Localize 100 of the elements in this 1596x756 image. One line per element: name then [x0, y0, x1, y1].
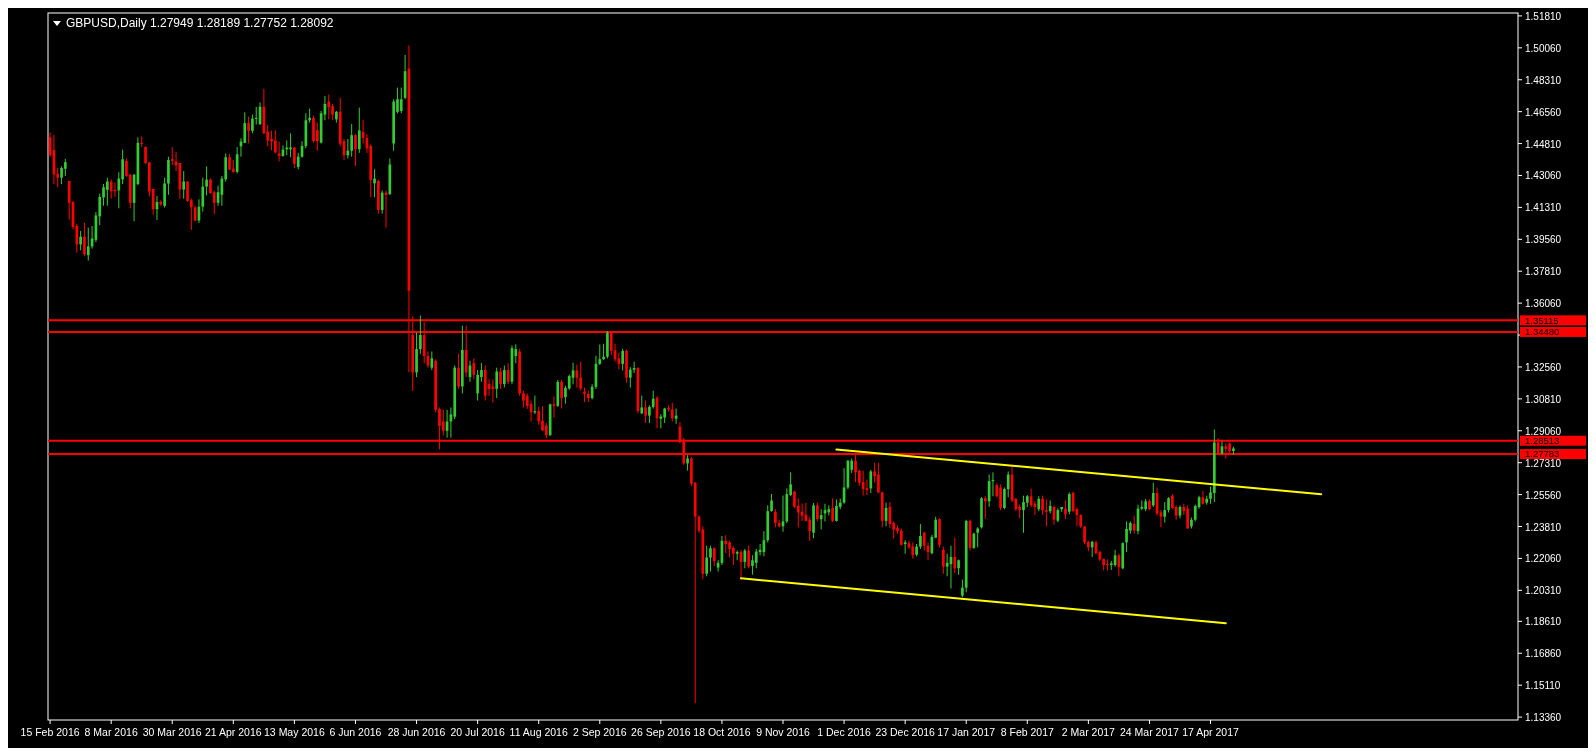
- x-tick-label: 15 Feb 2016: [20, 726, 80, 738]
- y-tick-label: 1.44810: [1525, 138, 1562, 150]
- candlestick: [754, 548, 758, 569]
- x-tick-label: 8 Mar 2016: [84, 726, 138, 738]
- candlestick: [312, 115, 315, 144]
- x-tick-label: 28 Jun 2016: [387, 726, 446, 738]
- candlestick: [621, 348, 625, 371]
- candlestick: [941, 546, 945, 575]
- candlestick: [628, 366, 632, 389]
- candlestick: [712, 546, 716, 567]
- candlestick: [503, 365, 506, 388]
- candlestick: [357, 107, 361, 154]
- y-tick-label: 1.23810: [1525, 521, 1562, 533]
- candlestick: [109, 178, 113, 200]
- candlestick: [167, 156, 170, 196]
- y-tick-label: 1.46560: [1525, 106, 1562, 118]
- candlestick: [419, 315, 422, 355]
- candlestick: [1186, 504, 1189, 530]
- candlestick: [270, 130, 273, 151]
- candlestick: [499, 367, 502, 390]
- candlestick: [399, 87, 403, 114]
- ref-line-label: 1.34480: [1525, 326, 1560, 338]
- x-tick-label: 20 Jul 2016: [450, 726, 505, 738]
- candlestick: [1003, 486, 1006, 510]
- candlestick: [709, 545, 712, 573]
- y-tick-label: 1.18610: [1525, 616, 1562, 628]
- y-tick-label: 1.27310: [1525, 457, 1562, 469]
- x-tick-label: 13 May 2016: [264, 726, 325, 738]
- candlestick: [953, 537, 957, 574]
- y-tick-label: 1.37810: [1525, 266, 1562, 278]
- candlestick: [251, 114, 254, 134]
- candlestick: [186, 181, 189, 203]
- ref-line-label: 1.27783: [1525, 448, 1560, 460]
- candlestick: [743, 548, 747, 569]
- candlestick: [751, 554, 754, 576]
- candlestick: [670, 402, 674, 422]
- y-tick-label: 1.51810: [1525, 10, 1562, 22]
- candlestick: [163, 177, 166, 209]
- x-tick-label: 17 Apr 2017: [1182, 726, 1239, 738]
- candlestick: [774, 508, 777, 528]
- y-tick-label: 1.50060: [1525, 42, 1562, 54]
- ref-line-label: 1.28513: [1525, 435, 1560, 447]
- candlestick: [1022, 495, 1025, 534]
- x-tick-label: 18 Oct 2016: [693, 726, 751, 738]
- candlestick: [976, 526, 980, 548]
- candlestick: [705, 545, 708, 577]
- candlestick: [556, 379, 560, 408]
- candlestick: [380, 189, 384, 215]
- candlestick: [983, 495, 987, 520]
- y-tick-label: 1.48310: [1525, 74, 1562, 86]
- x-tick-label: 24 Mar 2017: [1119, 726, 1180, 738]
- candlestick: [205, 165, 208, 196]
- y-tick-label: 1.25560: [1525, 489, 1562, 501]
- x-tick-label: 8 Feb 2017: [1000, 726, 1055, 738]
- y-tick-label: 1.43060: [1525, 170, 1562, 182]
- candlestick: [491, 378, 495, 404]
- candlestick: [472, 357, 476, 380]
- candlestick: [106, 177, 109, 207]
- candlestick: [79, 230, 82, 251]
- candlestick: [632, 361, 636, 374]
- candlestick: [552, 396, 556, 418]
- y-tick-label: 1.16860: [1525, 648, 1562, 660]
- candlestick: [83, 222, 86, 257]
- x-tick-label: 2 Sep 2016: [572, 726, 627, 738]
- candlestick: [327, 94, 331, 120]
- candlestick: [819, 508, 823, 530]
- y-tick-label: 1.30810: [1525, 393, 1562, 405]
- candlestick: [732, 546, 735, 566]
- y-tick-label: 1.39560: [1525, 234, 1562, 246]
- candlestick: [1067, 491, 1071, 515]
- x-tick-label: 21 Apr 2016: [205, 726, 262, 738]
- x-tick-label: 30 Mar 2016: [142, 726, 202, 738]
- candlestick: [1041, 495, 1044, 516]
- candlestick: [1151, 482, 1155, 508]
- candlestick: [877, 462, 880, 494]
- x-tick-label: 26 Sep 2016: [631, 726, 691, 738]
- y-tick-label: 1.29060: [1525, 425, 1562, 437]
- candlestick: [350, 123, 353, 158]
- candlestick: [441, 409, 445, 437]
- y-tick-label: 1.20310: [1525, 585, 1562, 597]
- chart-title: GBPUSD,Daily 1.27949 1.28189 1.27752 1.28092: [66, 16, 334, 30]
- y-tick-label: 1.13360: [1525, 712, 1562, 724]
- candlestick: [476, 369, 479, 402]
- candlestick: [808, 516, 812, 542]
- candlestick: [747, 545, 750, 569]
- y-tick-label: 1.36060: [1525, 298, 1562, 310]
- candlestick: [430, 350, 434, 371]
- x-tick-label: 17 Jan 2017: [937, 726, 996, 738]
- x-tick-label: 11 Aug 2016: [509, 726, 568, 738]
- y-tick-label: 1.41310: [1525, 202, 1562, 214]
- candlestick: [816, 502, 819, 522]
- y-tick-label: 1.32560: [1525, 361, 1562, 373]
- x-tick-label: 9 Nov 2016: [756, 726, 811, 738]
- candlestick: [140, 135, 144, 148]
- candlestick: [121, 149, 124, 185]
- candlestick: [999, 483, 1002, 511]
- y-tick-label: 1.15110: [1525, 680, 1561, 692]
- candlestick: [182, 170, 186, 200]
- candlestick: [579, 361, 583, 392]
- x-tick-label: 23 Dec 2016: [875, 726, 936, 738]
